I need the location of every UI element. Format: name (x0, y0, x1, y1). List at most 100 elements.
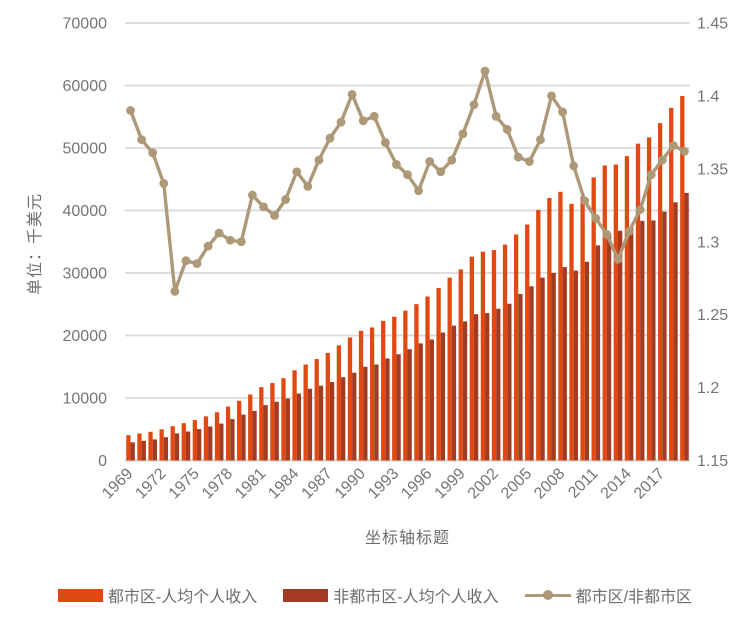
nonmetro-bar-2019 (684, 192, 689, 461)
metro-bar-1992 (381, 320, 386, 461)
nonmetro-bar-2002 (496, 308, 501, 461)
nonmetro-bar-1988 (341, 377, 346, 461)
x-tick-label-2011: 2011 (565, 465, 601, 501)
metro-bar-1994 (403, 310, 408, 461)
nonmetro-bar-1990 (363, 366, 368, 461)
nonmetro-bar-1991 (374, 364, 379, 461)
metro-bar-2019 (680, 96, 685, 461)
x-tick-label-1996: 1996 (398, 465, 435, 502)
nonmetro-bar-2012 (606, 234, 612, 461)
nonmetro-bar-1979 (241, 414, 246, 461)
ratio-marker-1979 (236, 237, 246, 247)
ratio-marker-2001 (480, 66, 490, 76)
metro-bar-2009 (569, 203, 574, 461)
metro-bar-2001 (480, 251, 486, 461)
metro-bar-1988 (336, 345, 342, 461)
metro-bar-1987 (325, 352, 330, 461)
metro-bar-1985 (303, 364, 308, 461)
metro-bar-2015 (635, 143, 641, 461)
metro-bar-1972 (159, 429, 164, 461)
metro-bar-1977 (214, 412, 220, 461)
metro-bar-1993 (392, 316, 397, 461)
ratio-marker-2005 (524, 157, 534, 166)
metro-bar-1991 (369, 327, 375, 461)
nonmetro-bar-2010 (584, 261, 590, 461)
legend-item-nonmetro-income: 非都市区-人均个人收入 (283, 583, 499, 607)
ratio-marker-2000 (469, 100, 479, 110)
metro-bar-1969 (126, 435, 131, 461)
ratio-marker-1988 (336, 117, 346, 127)
ratio-marker-1993 (392, 160, 401, 169)
metro-bar-2005 (525, 224, 530, 461)
y-tick-label-left: 0 (98, 453, 107, 470)
x-tick-label-2002: 2002 (465, 465, 502, 502)
ratio-marker-2007 (547, 91, 556, 101)
metro-bar-swatch (57, 588, 103, 602)
nonmetro-bar-1986 (318, 385, 324, 461)
y-axis-title: 单位：千美元 (27, 193, 44, 296)
nonmetro-bar-2008 (562, 267, 567, 461)
ratio-marker-1980 (248, 190, 257, 200)
ratio-marker-1978 (225, 235, 235, 245)
ratio-marker-1970 (137, 135, 147, 145)
ratio-marker-2013 (613, 254, 623, 264)
metro-bar-2003 (502, 244, 508, 461)
legend-label-metro-income: 都市区-人均个人收入 (107, 589, 258, 606)
nonmetro-bar-1987 (329, 382, 335, 461)
ratio-marker-1985 (303, 181, 313, 191)
nonmetro-bar-1983 (285, 398, 290, 461)
nonmetro-bar-2016 (651, 220, 656, 461)
ratio-marker-2002 (491, 111, 501, 121)
ratio-marker-1975 (192, 259, 202, 269)
ratio-marker-2012 (602, 230, 612, 239)
nonmetro-bar-1972 (163, 437, 169, 461)
ratio-marker-1999 (458, 129, 468, 139)
x-tick-label-1999: 1999 (432, 465, 469, 502)
metro-bar-1978 (225, 406, 231, 461)
nonmetro-bar-1971 (152, 439, 157, 461)
metro-bar-1999 (458, 269, 463, 461)
x-tick-label-1972: 1972 (132, 465, 169, 502)
nonmetro-bar-2003 (507, 303, 512, 461)
legend-label-nonmetro-income: 非都市区-人均个人收入 (333, 589, 499, 606)
x-tick-label-1981: 1981 (232, 465, 269, 502)
ratio-marker-2019 (680, 146, 689, 156)
nonmetro-bar-1993 (396, 354, 401, 461)
x-tick-label-2008: 2008 (531, 465, 568, 502)
metro-bar-1971 (148, 431, 153, 461)
metro-bar-1976 (203, 416, 209, 461)
nonmetro-bar-1984 (296, 393, 302, 461)
nonmetro-bar-1969 (130, 442, 135, 461)
ratio-marker-1990 (358, 116, 368, 126)
ratio-marker-2008 (558, 107, 567, 117)
ratio-marker-1971 (148, 148, 158, 158)
nonmetro-bar-2014 (629, 227, 634, 461)
nonmetro-bar-1985 (307, 388, 313, 461)
nonmetro-bar-1970 (141, 440, 146, 461)
ratio-marker-1997 (436, 167, 446, 177)
ratio-marker-1991 (369, 111, 379, 121)
y-tick-label-right: 1.15 (697, 453, 728, 470)
nonmetro-bar-1974 (185, 431, 191, 461)
metro-bar-2007 (547, 197, 552, 461)
x-tick-label-2017: 2017 (631, 465, 668, 502)
metro-bar-1980 (248, 394, 253, 461)
nonmetro-bar-1982 (274, 401, 279, 461)
metro-bar-1974 (181, 423, 186, 461)
y-tick-label-left: 70000 (63, 16, 108, 33)
nonmetro-bar-1975 (197, 429, 202, 461)
x-tick-label-1993: 1993 (365, 465, 402, 502)
metro-bar-1997 (436, 288, 441, 461)
legend-item-ratio: 都市区/非都市区 (524, 583, 692, 607)
metro-bar-1983 (281, 378, 286, 461)
metro-bar-1973 (170, 426, 175, 461)
metro-bar-2018 (669, 107, 674, 461)
ratio-marker-1972 (159, 179, 169, 188)
y-tick-label-left: 10000 (63, 391, 108, 408)
nonmetro-bar-1976 (208, 426, 213, 461)
legend-item-metro-income: 都市区-人均个人收入 (57, 583, 258, 607)
metro-bar-2017 (658, 123, 663, 461)
ratio-line-swatch (524, 590, 571, 600)
y-tick-label-right: 1.35 (697, 161, 728, 178)
nonmetro-bar-2006 (540, 277, 545, 461)
